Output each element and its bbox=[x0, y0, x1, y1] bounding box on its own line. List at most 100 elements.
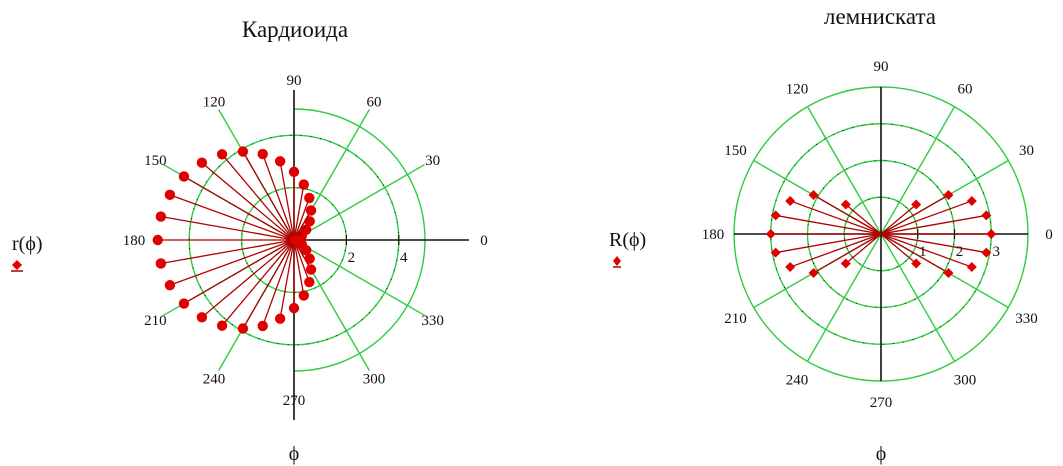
cardioid-angle-label: 330 bbox=[421, 313, 444, 329]
lemniscate-data-line bbox=[880, 194, 949, 235]
cardioid-data-point bbox=[152, 234, 163, 246]
cardioid-data-point bbox=[216, 149, 228, 160]
cardioid-data-line bbox=[262, 239, 295, 327]
cardioid-data-line bbox=[242, 151, 295, 241]
lemniscate-radial-tick-label: 3 bbox=[993, 244, 1001, 260]
cardioid-data-line bbox=[169, 239, 295, 286]
lemniscate-data-point bbox=[966, 262, 977, 273]
lemniscate-data-point bbox=[986, 229, 997, 239]
cardioid-data-line bbox=[293, 239, 305, 296]
cardioid-data-line bbox=[201, 162, 295, 241]
cardioid-angle-labels: 0 30 60 90 120 150 180 210 240 270 300 330 bbox=[123, 73, 488, 409]
lemniscate-data-point bbox=[911, 258, 922, 269]
cardioid-data-line bbox=[221, 153, 295, 241]
lemniscate-data-point bbox=[943, 190, 954, 201]
cardioid-data-line bbox=[221, 239, 295, 327]
lemniscate-data-line bbox=[775, 214, 882, 235]
lemniscate-grid-spoke bbox=[880, 106, 956, 235]
lemniscate-data-point bbox=[840, 199, 851, 210]
lemniscate-data-line bbox=[845, 233, 882, 265]
lemniscate-data-line bbox=[845, 203, 882, 235]
lemniscate-angle-label: 240 bbox=[786, 372, 809, 388]
cardioid-angle-label: 210 bbox=[144, 313, 167, 329]
lemniscate-data-point bbox=[770, 247, 781, 258]
cardioid-grid-spoke bbox=[293, 164, 425, 241]
cardioid-angle-label: 90 bbox=[287, 73, 302, 89]
lemniscate-data-line bbox=[880, 233, 973, 268]
lemniscate-data-line bbox=[880, 233, 917, 265]
cardioid-angle-label: 300 bbox=[363, 372, 386, 388]
cardioid-data-line bbox=[262, 153, 295, 241]
lemniscate-angle-labels: 0 30 60 90 120 150 180 210 240 270 300 330 bbox=[702, 59, 1053, 411]
cardioid-data-point bbox=[304, 253, 315, 264]
lemniscate-data-line bbox=[813, 233, 882, 274]
cardioid-data-line bbox=[160, 215, 295, 241]
cardioid-angle-label: 30 bbox=[425, 153, 440, 169]
cardioid-data-point bbox=[196, 312, 208, 323]
lemniscate-data-point bbox=[943, 267, 954, 278]
lemniscate-data-point bbox=[808, 190, 819, 201]
lemniscate-angle-label: 90 bbox=[874, 59, 889, 75]
lemniscate-title: лемниската bbox=[824, 4, 936, 29]
lemniscate-angle-label: 270 bbox=[870, 395, 893, 411]
cardioid-chart: Кардиоида 0 30 60 90 120 150 180 210 240 270 300 33… bbox=[11, 17, 488, 465]
lemniscate-data-point bbox=[808, 267, 819, 278]
cardioid-radial-tick-label: 4 bbox=[400, 250, 408, 266]
lemniscate-angle-label: 330 bbox=[1015, 311, 1038, 327]
lemniscate-data-point bbox=[765, 229, 776, 239]
cardioid-radial-tick-label: 2 bbox=[348, 250, 356, 266]
cardioid-title: Кардиоида bbox=[242, 17, 348, 42]
lemniscate-data-line bbox=[789, 200, 882, 235]
cardioid-data-point bbox=[155, 211, 167, 222]
cardioid-data-point bbox=[216, 320, 228, 331]
cardioid-angle-label: 120 bbox=[203, 94, 226, 110]
cardioid-data-point bbox=[257, 148, 268, 160]
cardioid-angle-label: 180 bbox=[123, 233, 146, 249]
lemniscate-angle-label: 60 bbox=[958, 82, 973, 98]
cardioid-data-point bbox=[274, 156, 286, 167]
cardioid-angle-label: 60 bbox=[367, 94, 382, 110]
lemniscate-data-point bbox=[911, 199, 922, 210]
cardioid-data-line bbox=[279, 161, 295, 241]
cardioid-grid-spoke bbox=[293, 239, 425, 316]
cardioid-data-point bbox=[178, 298, 190, 309]
lemniscate-data-point bbox=[840, 258, 851, 269]
cardioid-angle-label: 270 bbox=[283, 393, 306, 409]
lemniscate-data-point bbox=[966, 195, 977, 206]
cardioid-data-line bbox=[160, 239, 295, 265]
cardioid-data-line bbox=[183, 175, 295, 241]
lemniscate-data-line bbox=[789, 233, 882, 268]
cardioid-data-point bbox=[178, 171, 190, 182]
cardioid-data-line bbox=[293, 210, 312, 241]
lemniscate-legend-marker bbox=[613, 256, 621, 266]
cardioid-data-line bbox=[169, 194, 295, 241]
lemniscate-marks bbox=[765, 190, 997, 278]
lemniscate-data-point bbox=[981, 247, 992, 258]
cardioid-legend-marker bbox=[12, 260, 22, 270]
cardioid-data-point bbox=[164, 279, 176, 291]
cardioid-data-point bbox=[164, 189, 176, 201]
lemniscate-angle-label: 120 bbox=[786, 82, 809, 98]
lemniscate-angle-label: 180 bbox=[702, 227, 725, 243]
lemniscate-data-line bbox=[880, 214, 987, 235]
cardioid-data-point bbox=[237, 323, 249, 334]
lemniscate-data-line bbox=[880, 233, 987, 254]
lemniscate-angle-label: 150 bbox=[724, 143, 747, 159]
lemniscate-radial-tick-label: 1 bbox=[919, 244, 927, 260]
lemniscate-angle-label: 210 bbox=[724, 311, 747, 327]
cardioid-xlabel: ϕ bbox=[289, 443, 300, 465]
cardioid-angle-label: 0 bbox=[480, 233, 488, 249]
cardioid-data-point bbox=[305, 264, 317, 275]
lemniscate-data-line bbox=[880, 200, 973, 235]
cardioid-data-point bbox=[298, 290, 309, 301]
lemniscate-data-point bbox=[785, 262, 796, 273]
lemniscate-data-line bbox=[813, 194, 882, 235]
cardioid-data-point bbox=[288, 302, 300, 314]
lemniscate-data-point bbox=[785, 195, 796, 206]
lemniscate-angle-label: 30 bbox=[1019, 143, 1034, 159]
cardioid-ylabel: r(ϕ) bbox=[12, 233, 43, 255]
lemniscate-xlabel: ϕ bbox=[876, 443, 887, 465]
lemniscate-angle-label: 300 bbox=[954, 372, 977, 388]
cardioid-data-point bbox=[257, 320, 268, 332]
